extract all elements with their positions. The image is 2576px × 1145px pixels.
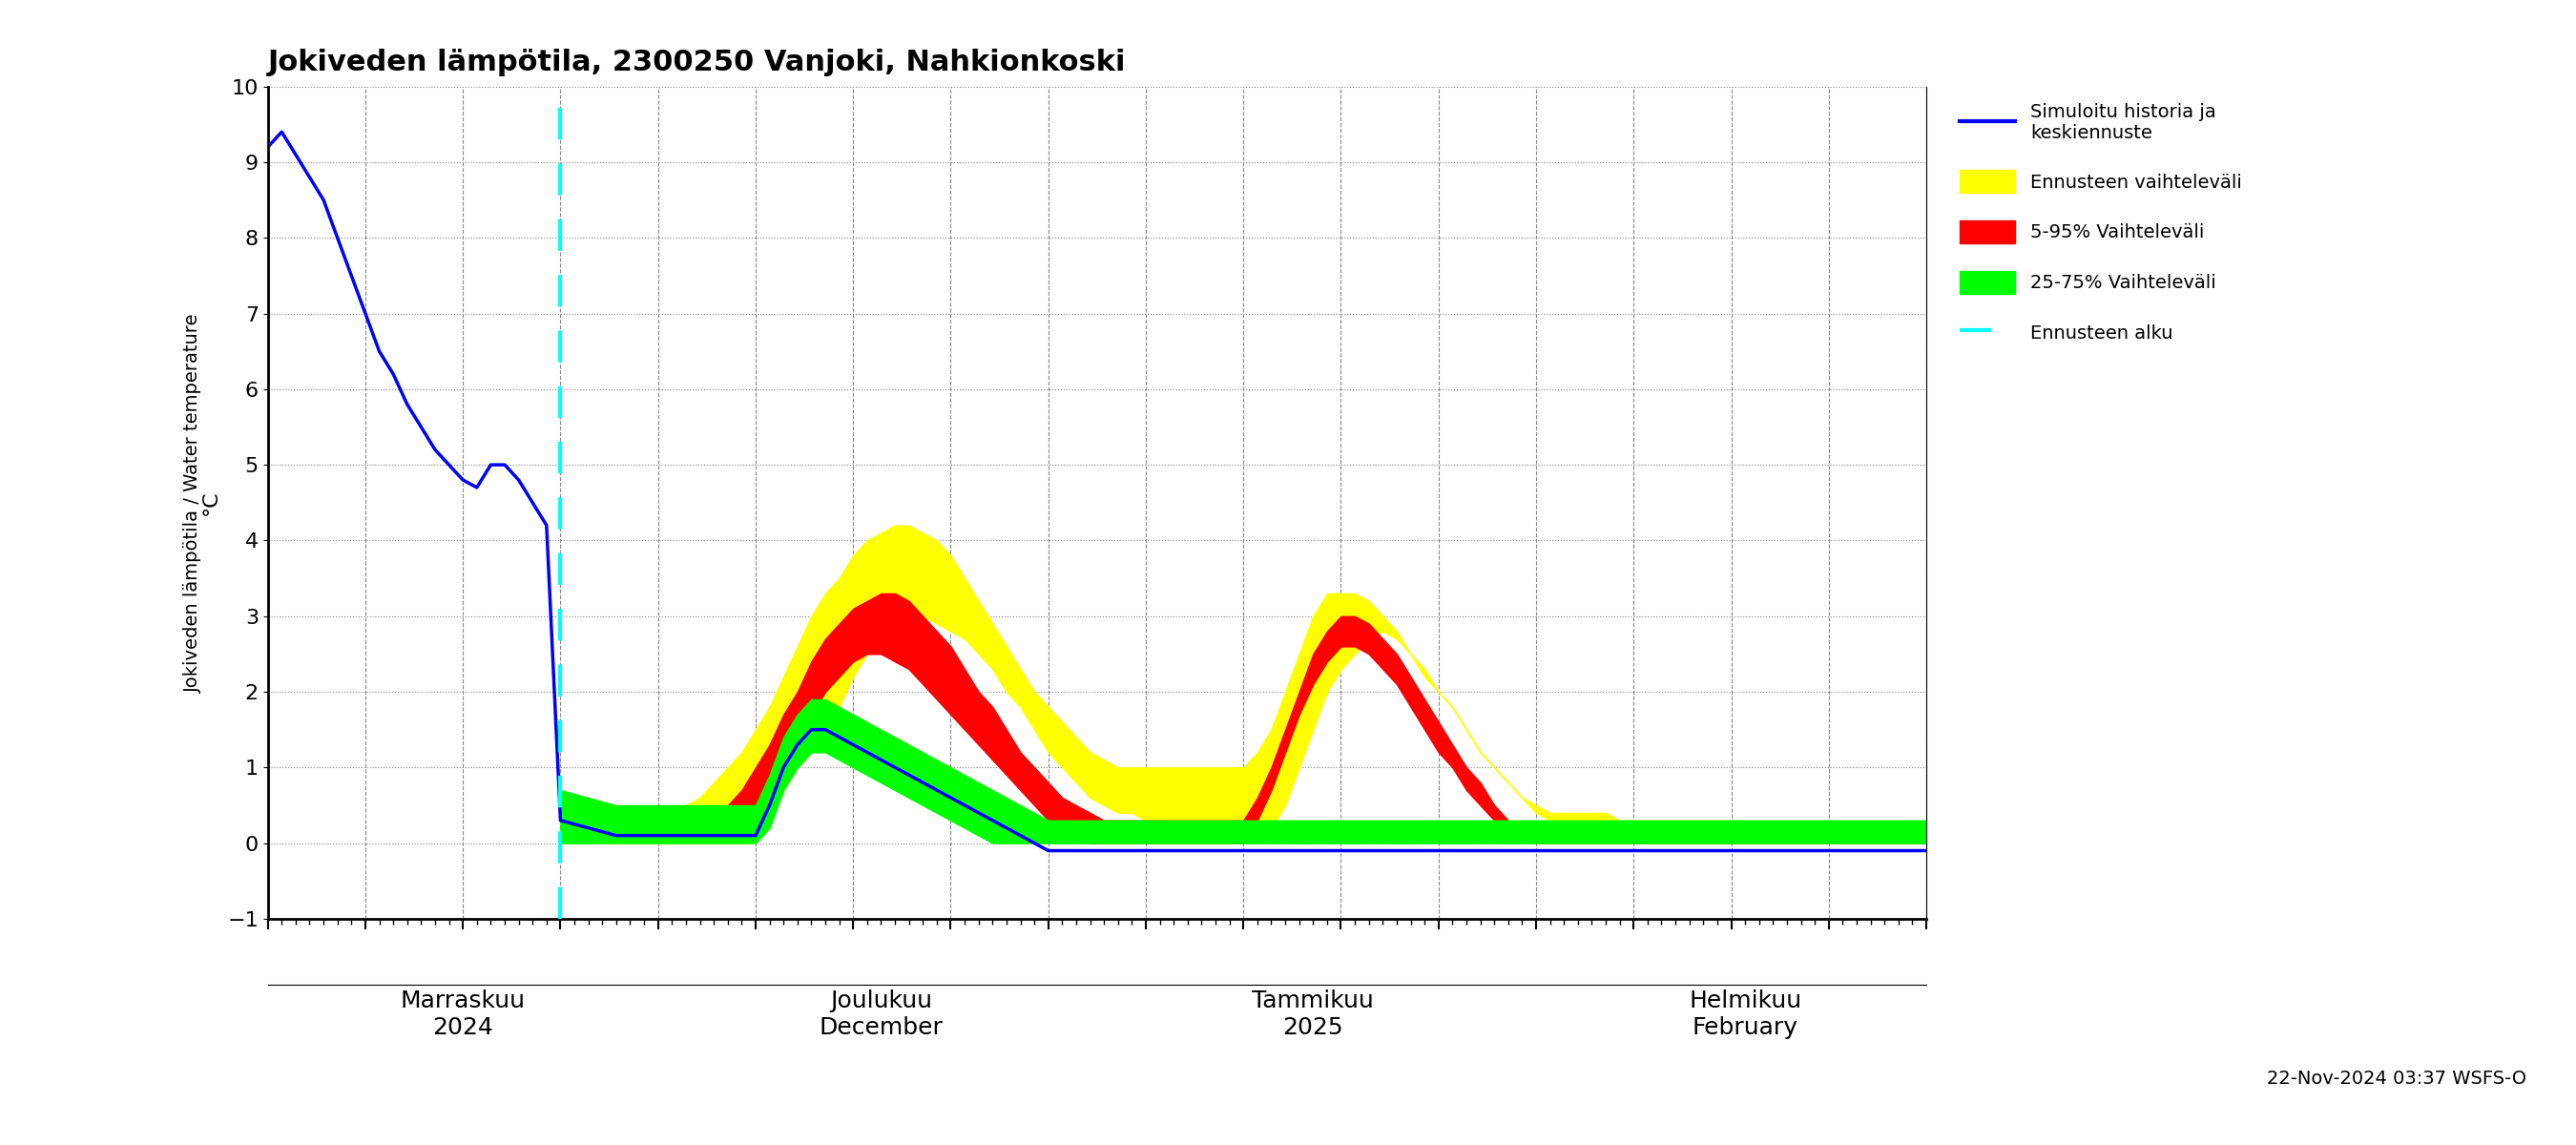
Y-axis label: °C: °C xyxy=(201,490,222,515)
Text: Jokiveden lämpötila / Water temperature: Jokiveden lämpötila / Water temperature xyxy=(183,313,201,693)
Text: Jokiveden lämpötila, 2300250 Vanjoki, Nahkionkoski: Jokiveden lämpötila, 2300250 Vanjoki, Na… xyxy=(268,48,1126,77)
Text: 22-Nov-2024 03:37 WSFS-O: 22-Nov-2024 03:37 WSFS-O xyxy=(2267,1069,2527,1088)
Legend: Simuloitu historia ja
keskiennuste, Ennusteen vaihteleväli, 5-95% Vaihteleväli, : Simuloitu historia ja keskiennuste, Ennu… xyxy=(1953,96,2249,352)
